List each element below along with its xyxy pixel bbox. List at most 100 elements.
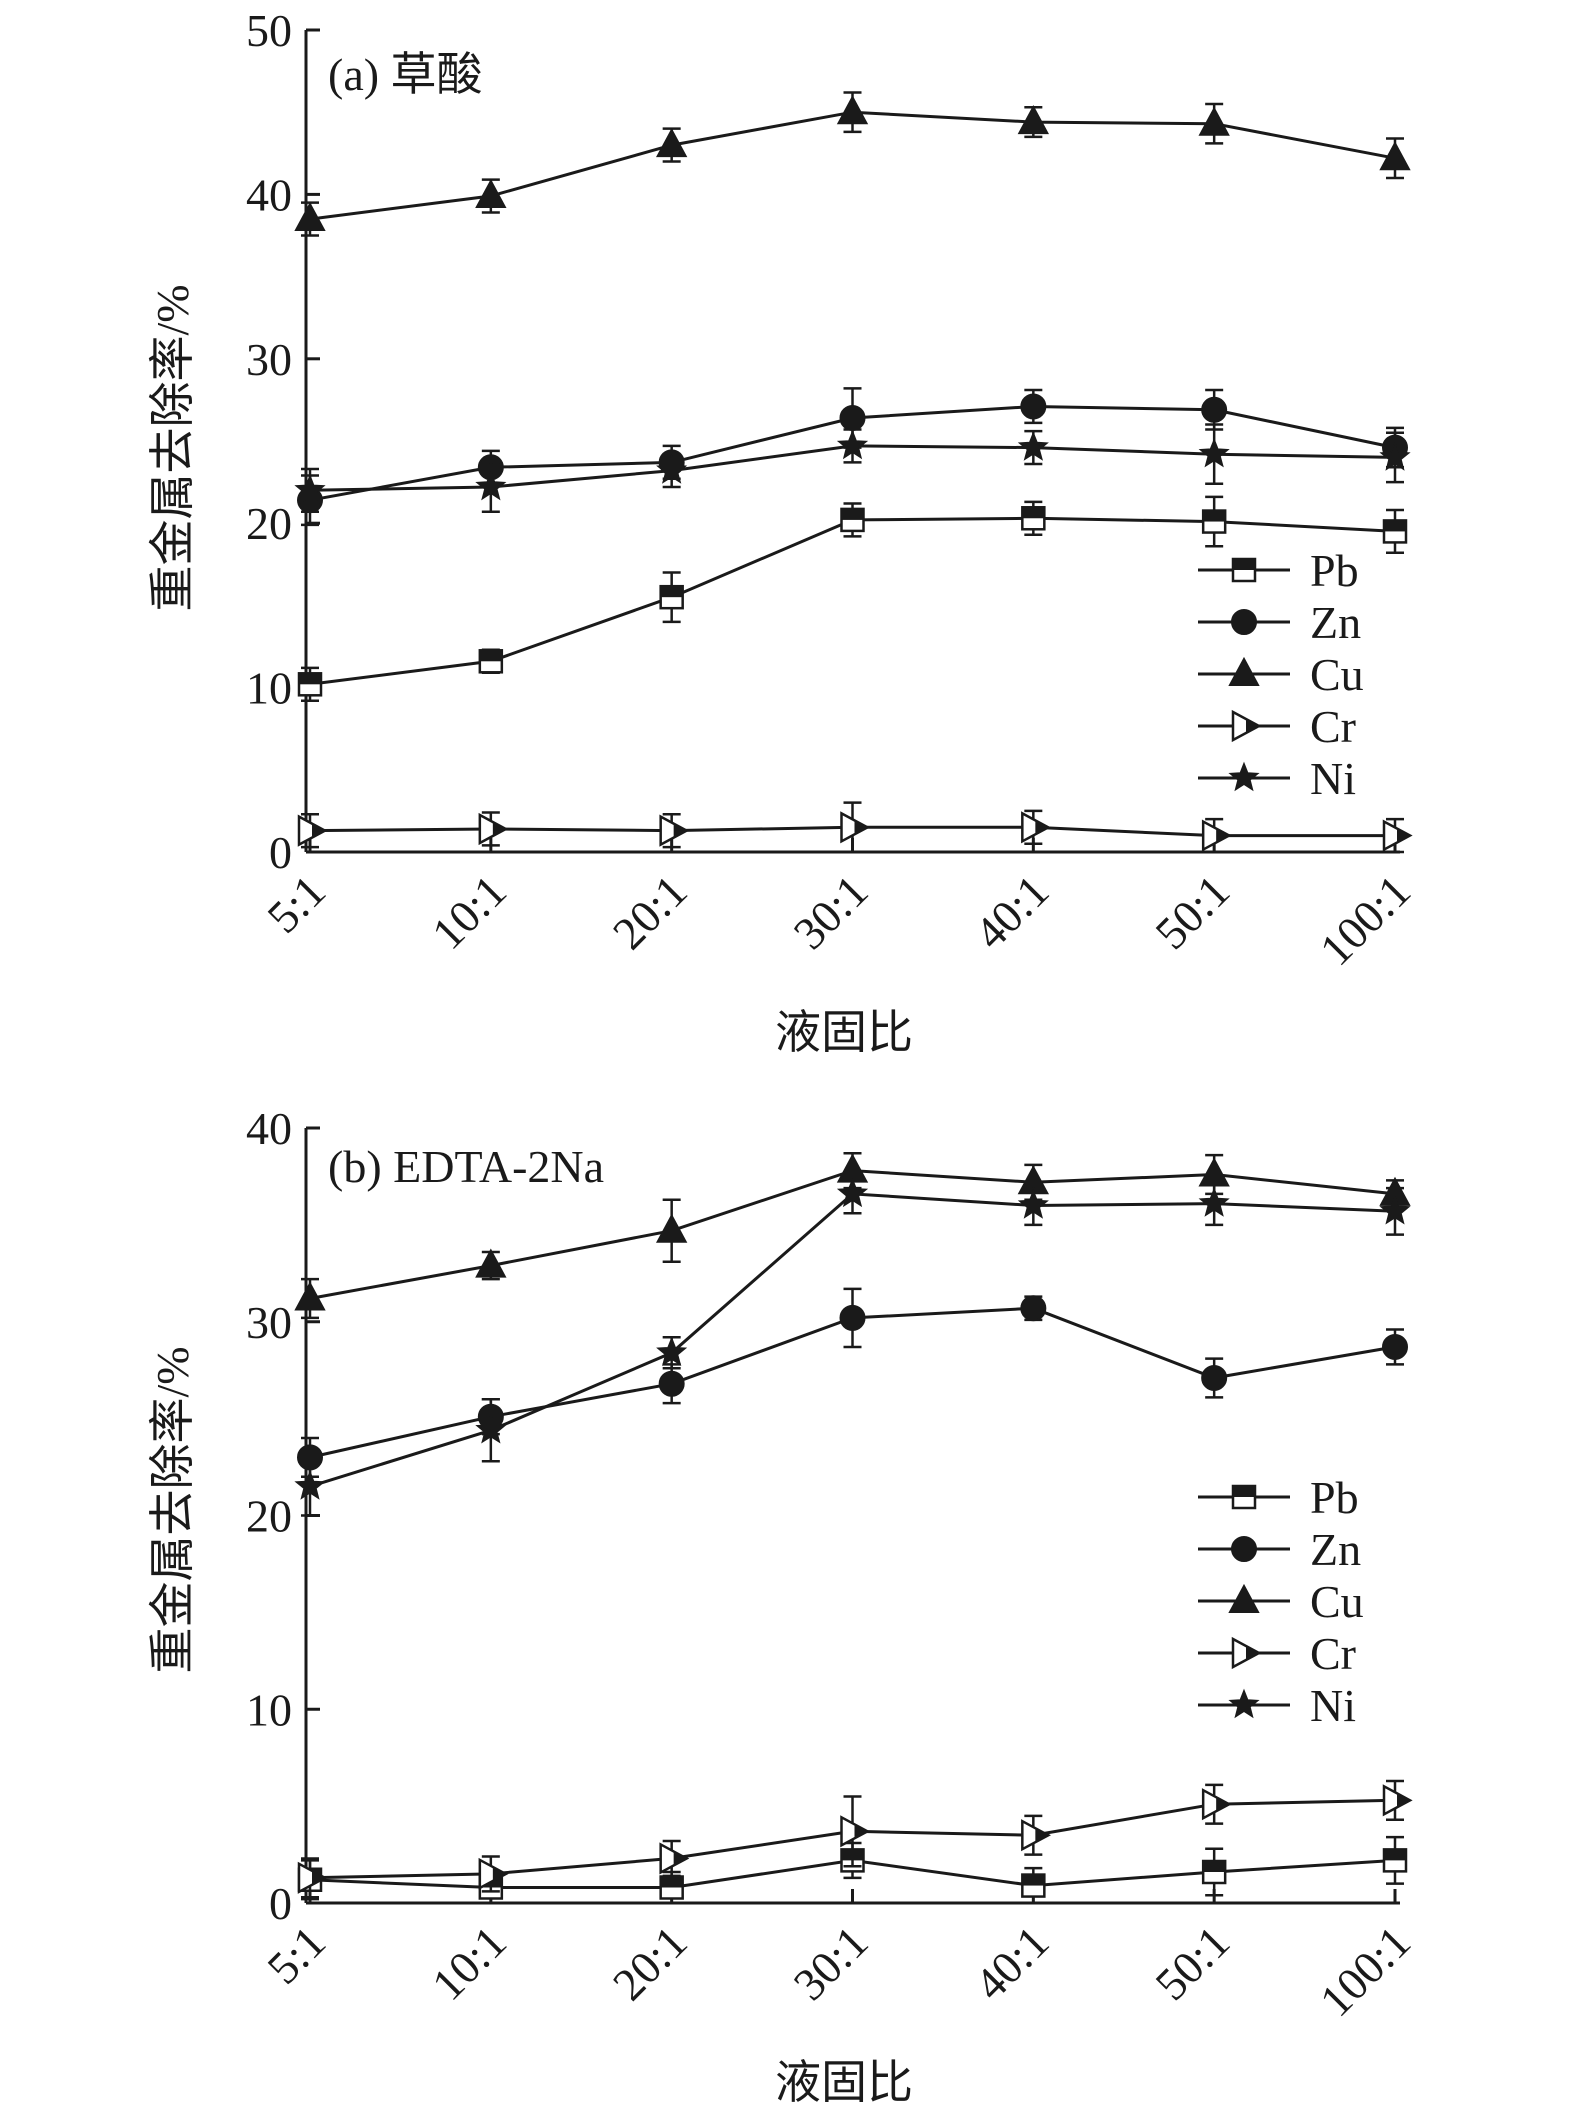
panel-a-point-cu: [1017, 104, 1050, 135]
panel-a-legend-label-ni: Ni: [1310, 753, 1356, 804]
panel-a-point-pb: [478, 649, 504, 674]
panel-a-y-tick-label: 0: [269, 827, 292, 878]
panel-b-point-zn: [1201, 1364, 1228, 1391]
panel-b-point-cu: [294, 1281, 326, 1311]
panel-b-series-zn: [297, 1287, 1408, 1478]
panel-a-legend-label-zn: Zn: [1310, 597, 1361, 648]
panel-a-y-tick-label: 40: [246, 169, 292, 220]
panel-a-point-cr: [1382, 819, 1413, 852]
panel-b-legend-label-pb: Pb: [1310, 1472, 1359, 1523]
panel-a-point-pb-fill: [1203, 510, 1226, 522]
panel-a-point-pb: [1382, 519, 1408, 544]
panel-a-point-cu: [1198, 106, 1230, 136]
panel-b-point-cu: [655, 1213, 688, 1243]
panel-b-point-pb-fill: [1203, 1861, 1226, 1872]
panel-b-point-pb-fill: [1022, 1874, 1045, 1886]
panel-b-point-pb: [1021, 1873, 1046, 1898]
panel-b-legend-label-ni: Ni: [1310, 1680, 1356, 1731]
panel-b-legend-marker-pb: [1231, 1484, 1257, 1510]
panel-b-x-tick-label: 20:1: [603, 1916, 697, 2010]
panel-b-legend-marker-ni: [1228, 1688, 1260, 1719]
panel-b-legend-marker-cr: [1231, 1636, 1262, 1670]
panel-a-x-tick-label: 50:1: [1145, 865, 1239, 959]
panel-b-point-cr-fill: [673, 1851, 687, 1866]
panel-b-point-pb: [1382, 1848, 1408, 1873]
panel-b-point-cr-fill: [492, 1866, 506, 1881]
panel-a-point-ni: [1017, 431, 1049, 461]
panel-b-point-cr-fill: [854, 1824, 868, 1839]
panel-a-point-cr: [478, 812, 509, 846]
panel-a-legend-label-cr: Cr: [1310, 701, 1356, 752]
panel-b-point-cr: [1201, 1788, 1232, 1821]
panel-b-point-cu: [475, 1248, 507, 1278]
panel-a-legend-marker-ni: [1228, 761, 1260, 792]
panel-b-x-tick-label: 40:1: [965, 1916, 1059, 2010]
panel-a-legend-marker-cr: [1231, 709, 1262, 743]
panel-a-legend-marker-pb-fill: [1233, 559, 1255, 570]
panel-a-point-ni: [294, 473, 326, 504]
panel-a-point-cu: [655, 127, 688, 158]
panel-a-point-cr-fill: [673, 823, 687, 838]
panel-a-point-ni: [1379, 441, 1411, 471]
panel-b-point-pb: [659, 1875, 684, 1900]
panel-b-x-axis-title: 液固比: [775, 2057, 913, 2107]
panel-a-point-zn: [1201, 396, 1228, 423]
panel-a-x-tick-label: 20:1: [603, 865, 697, 959]
panel-b-point-pb-fill: [660, 1876, 683, 1888]
panel-a-point-pb: [1021, 506, 1046, 531]
panel-b-point-ni: [1379, 1194, 1411, 1225]
panel-a-y-tick-label: 10: [246, 663, 292, 714]
panel-a-point-pb-fill: [299, 673, 321, 685]
panel-b-legend-marker-cr-fill: [1246, 1646, 1259, 1660]
panel-b-point-cr: [478, 1857, 509, 1891]
panel-a-y-tick-label: 30: [246, 334, 292, 385]
panel-b-legend-label-zn: Zn: [1310, 1524, 1361, 1575]
panel-a-point-cr-fill: [1035, 820, 1049, 835]
panel-b-y-axis-title: 重金属去除率/%: [147, 1346, 198, 1673]
panel-b-x-tick-label: 50:1: [1145, 1916, 1239, 2010]
panel-b-y-tick-label: 0: [269, 1878, 292, 1929]
panel-a-point-cu: [836, 95, 869, 125]
panel-b-point-cr: [1382, 1784, 1413, 1817]
panel-a-line-pb: [309, 516, 1396, 686]
panel-b-point-pb-fill: [1384, 1849, 1406, 1861]
panel-a-point-pb: [1201, 509, 1227, 534]
panel-b-legend-marker-pb-fill: [1233, 1486, 1255, 1497]
panel-b-label: (b) EDTA-2Na: [328, 1141, 604, 1192]
panel-a-point-cu: [294, 201, 326, 232]
panel-a-legend-marker-zn: [1231, 609, 1257, 635]
panel-a-point-cr: [1021, 811, 1051, 844]
panel-a-label: (a) 草酸: [328, 49, 483, 100]
panel-a-point-cr-fill: [492, 821, 506, 836]
panel-a-series-cr: [297, 801, 1413, 854]
panel-a-legend-label-pb: Pb: [1310, 545, 1359, 596]
panel-b-x-tick-label: 100:1: [1310, 1916, 1420, 2026]
panel-a-point-ni: [656, 454, 688, 484]
panel-a-point-pb-fill: [841, 508, 864, 520]
panel-b-point-zn: [1020, 1295, 1047, 1322]
panel-a-x-tick-label: 30:1: [784, 865, 878, 959]
panel-a-point-zn: [839, 404, 866, 431]
panel-a-x-tick-label: 40:1: [965, 865, 1059, 959]
panel-a-point-cr: [840, 811, 871, 844]
panel-a-legend-marker-cr-fill: [1246, 719, 1259, 733]
panel-a-x-tick-label: 100:1: [1310, 865, 1420, 975]
panel-a-point-cr-fill: [312, 823, 325, 838]
panel-b-point-cr: [1021, 1819, 1051, 1852]
panel-a-point-cu: [1379, 141, 1411, 171]
panel-a-point-pb-fill: [1022, 507, 1045, 519]
panel-a-point-pb: [659, 584, 684, 610]
panel-a-point-cr-fill: [1397, 828, 1410, 843]
panel-a-point-ni: [475, 470, 507, 501]
panel-b-point-zn: [658, 1370, 685, 1397]
panel-a-point-ni: [836, 429, 869, 460]
panel-b-legend-label-cu: Cu: [1310, 1576, 1364, 1627]
panel-b-x-tick-label: 10:1: [422, 1916, 516, 2010]
panel-a-series-ni: [294, 423, 1411, 513]
panel-b-point-ni: [656, 1336, 688, 1367]
panel-b-series-cr: [297, 1779, 1413, 1899]
panel-a-legend-marker-cu: [1228, 656, 1260, 686]
